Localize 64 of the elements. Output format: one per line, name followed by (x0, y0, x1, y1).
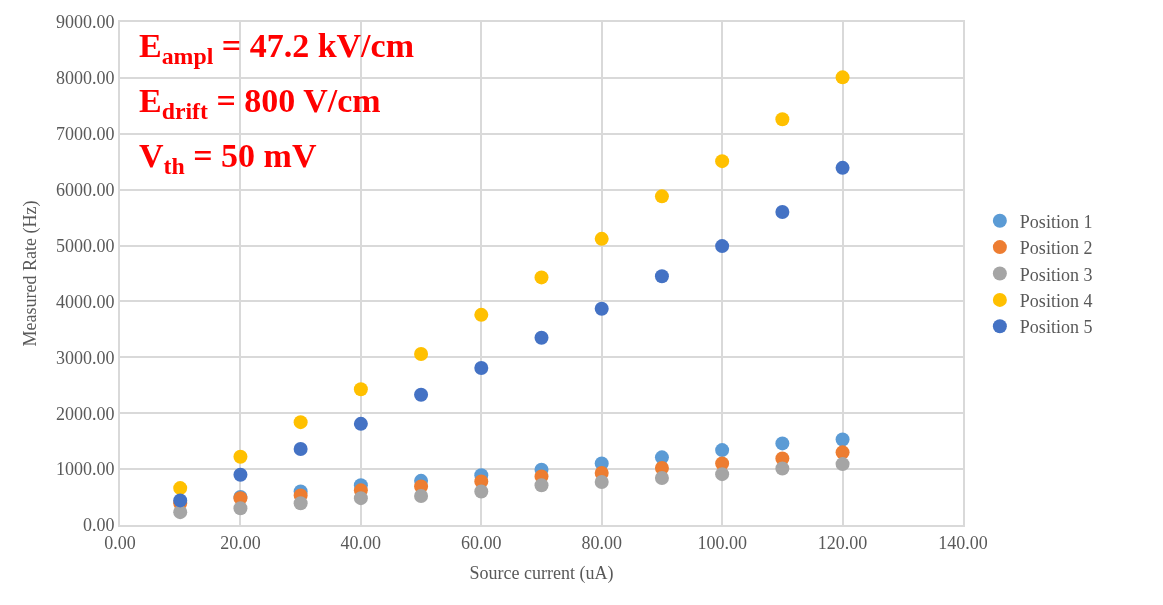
point (173, 505, 188, 520)
point (293, 415, 308, 430)
x-tick-label: 20.00 (220, 532, 261, 553)
x-tick-label: 120.00 (817, 532, 868, 553)
x-tick-label: 60.00 (461, 532, 502, 553)
point (474, 484, 489, 499)
x-tick-label: 40.00 (340, 532, 382, 553)
y-tick-label: 2000.00 (55, 403, 115, 424)
point (293, 496, 308, 511)
point (715, 443, 730, 458)
point (835, 432, 850, 447)
x-tick-label: 100.00 (697, 532, 747, 553)
point (474, 307, 489, 322)
point (534, 270, 549, 285)
annotation: V$_{th}$ = 50 mV (139, 137, 317, 180)
point (835, 160, 850, 175)
y-tick-label: 9000.00 (55, 12, 115, 33)
point (775, 112, 790, 127)
point (414, 488, 429, 503)
point (534, 478, 549, 493)
point (414, 387, 429, 402)
legend-label: Position 1 (1019, 211, 1093, 232)
y-tick-label: 8000.00 (55, 68, 115, 89)
point (835, 457, 850, 472)
legend-label: Position 2 (1019, 238, 1093, 259)
point (173, 481, 188, 496)
legend-label: Position 4 (1019, 290, 1093, 311)
point (594, 301, 609, 316)
point (775, 461, 790, 476)
y-tick-label: 4000.00 (55, 291, 115, 312)
x-tick-label: 80.00 (581, 532, 622, 553)
point (835, 70, 850, 85)
point (293, 441, 308, 456)
y-tick-label: 6000.00 (55, 179, 115, 200)
point (654, 471, 669, 486)
point (775, 436, 790, 451)
point (594, 474, 609, 489)
y-tick-label: 5000.00 (55, 235, 115, 256)
point (534, 330, 549, 345)
x-tick-label: 140.00 (938, 532, 988, 553)
point (353, 416, 368, 431)
point (233, 449, 248, 464)
y-axis-title: Measured Rate (Hz) (19, 200, 41, 347)
point (353, 491, 368, 506)
point (233, 467, 248, 482)
y-tick-label: 7000.00 (55, 124, 115, 145)
point (715, 154, 730, 169)
point (715, 467, 730, 482)
point (654, 269, 669, 284)
point (594, 231, 609, 246)
y-tick-label: 1000.00 (55, 459, 115, 480)
annotation: E$_{drift}$ = 800 V/cm (139, 82, 381, 125)
point (233, 501, 248, 516)
y-tick-label: 3000.00 (55, 347, 115, 368)
point (715, 239, 730, 254)
point (474, 360, 489, 375)
legend-label: Position 5 (1019, 317, 1093, 338)
annotation: E$_{ampl}$ = 47.2 kV/cm (139, 27, 414, 70)
point (654, 189, 669, 204)
point (353, 382, 368, 397)
x-axis-title: Source current (uA) (469, 563, 614, 585)
legend-label: Position 3 (1019, 264, 1093, 285)
point (414, 346, 429, 361)
point (775, 205, 790, 220)
